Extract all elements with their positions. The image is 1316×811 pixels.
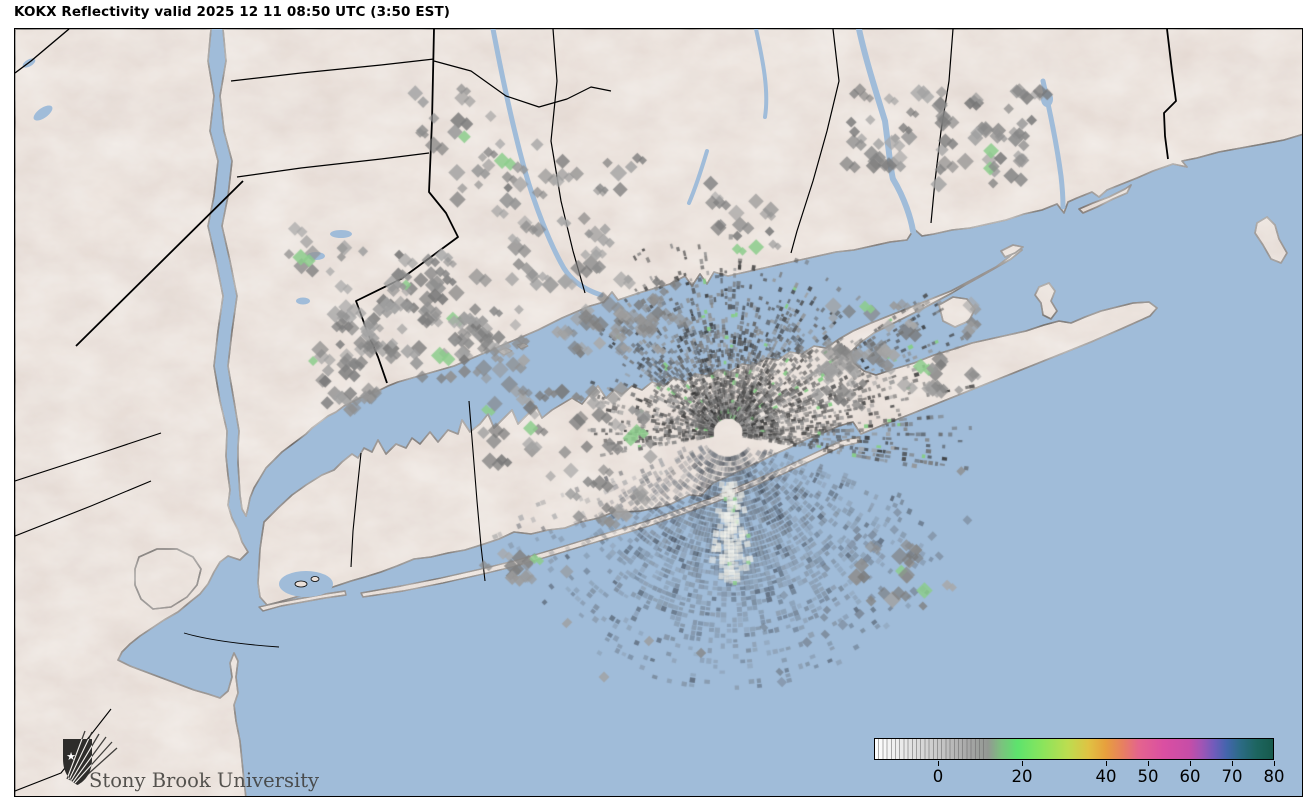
colorbar-gradient	[874, 738, 1274, 760]
colorbar-tick-label: 0	[932, 767, 944, 786]
logo-text: Stony Brook University School of Marine …	[89, 722, 320, 796]
stony-brook-logo: ★ Stony Brook University School of Marin…	[41, 705, 341, 796]
colorbar-tick	[1148, 761, 1150, 766]
colorbar-tick	[1190, 761, 1192, 766]
colorbar-tick	[1022, 761, 1024, 766]
figure-title: KOKX Reflectivity valid 2025 12 11 08:50…	[14, 4, 451, 20]
colorbar-tick-label: 70	[1221, 767, 1243, 786]
colorbar-tick-label: 40	[1095, 767, 1117, 786]
colorbar-tick	[1232, 761, 1234, 766]
colorbar-tick	[1274, 761, 1276, 766]
colorbar-tick-label: 80	[1263, 767, 1285, 786]
colorbar-tick	[938, 761, 940, 766]
sbu-shield-icon: ★	[63, 730, 118, 785]
star-icon: ★	[66, 750, 76, 763]
colorbar-discrete-stripes	[875, 739, 985, 759]
colorbar-tick-label: 20	[1011, 767, 1033, 786]
map-frame: ★ Stony Brook University School of Marin…	[14, 28, 1303, 797]
colorbar-tick-label: 60	[1179, 767, 1201, 786]
radar-echo-layer	[15, 29, 1302, 796]
colorbar-tick-label: 50	[1137, 767, 1159, 786]
colorbar-ticks: 0 20 40 50 60 70 80	[874, 760, 1285, 794]
logo-line-1: Stony Brook University	[89, 769, 320, 792]
colorbar-tick	[1106, 761, 1108, 766]
reflectivity-colorbar: 0 20 40 50 60 70 80	[874, 738, 1285, 796]
